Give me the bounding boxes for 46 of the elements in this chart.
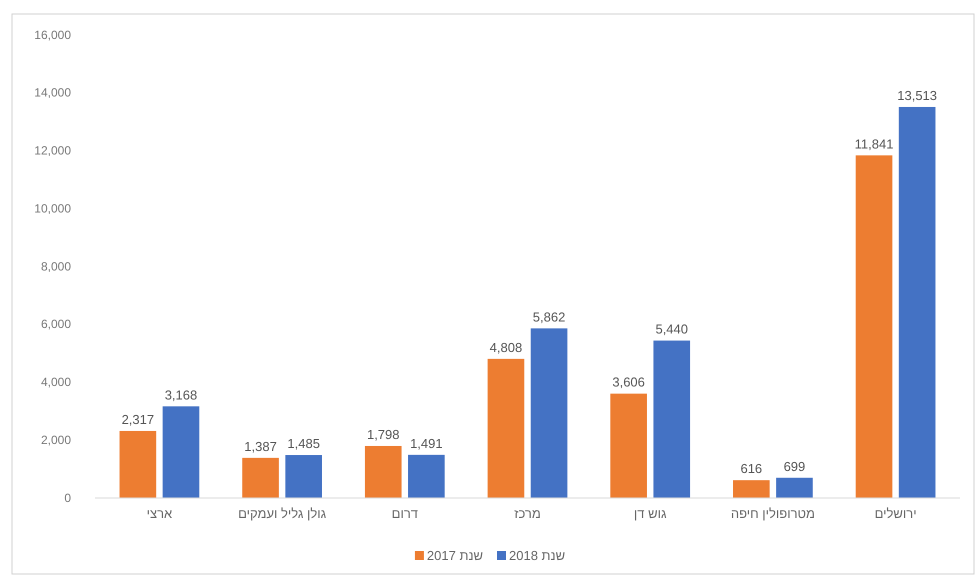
data-label: 5,440 [655, 322, 688, 337]
data-label: 3,606 [612, 374, 645, 390]
y-tick-label: 10,000 [34, 201, 72, 216]
x-tick-label: גוש דן [634, 506, 667, 521]
data-label: 5,862 [532, 309, 566, 324]
data-label: 13,513 [897, 88, 938, 103]
bar [733, 480, 770, 498]
data-label: 616 [740, 461, 762, 476]
bar [488, 358, 524, 498]
y-tick-label: 16,000 [34, 28, 72, 42]
data-label: 1,491 [410, 436, 443, 451]
legend-label: שנת 2018 [509, 548, 566, 563]
bar [364, 446, 402, 498]
data-label: 1,485 [287, 436, 320, 452]
bar [610, 394, 647, 498]
bar [242, 458, 279, 498]
x-tick-label: דרום [392, 506, 418, 521]
y-tick-label: 12,000 [34, 144, 72, 158]
y-tick-label: 6,000 [40, 317, 72, 332]
y-tick-label: 8,000 [40, 259, 72, 274]
y-tick-label: 0 [64, 490, 72, 505]
bar [162, 406, 200, 498]
y-tick-label: 14,000 [34, 86, 72, 100]
bar [285, 455, 322, 498]
bar [898, 106, 936, 498]
y-tick-label: 2,000 [40, 432, 72, 447]
bar [120, 430, 156, 498]
bar [530, 328, 568, 498]
data-label: 699 [784, 458, 806, 474]
legend-label: שנת 2017 [426, 548, 483, 563]
x-tick-label: ארצי [146, 506, 172, 521]
data-label: 4,808 [490, 340, 522, 355]
x-tick-label: מטרופולין חיפה [730, 506, 815, 521]
bar [776, 478, 813, 498]
x-tick-label: גולן גליל ועמקים [238, 506, 327, 521]
x-tick-label: ירושלים [874, 506, 917, 521]
bar [653, 340, 690, 498]
bar [856, 155, 892, 498]
data-label: 11,841 [854, 136, 894, 152]
y-tick-label: 4,000 [40, 375, 72, 390]
data-label: 1,387 [244, 438, 277, 454]
x-tick-label: מרכז [514, 506, 541, 521]
bar [408, 454, 445, 498]
data-label: 1,798 [366, 426, 400, 442]
data-label: 3,168 [164, 387, 198, 402]
data-label: 2,317 [122, 412, 154, 427]
